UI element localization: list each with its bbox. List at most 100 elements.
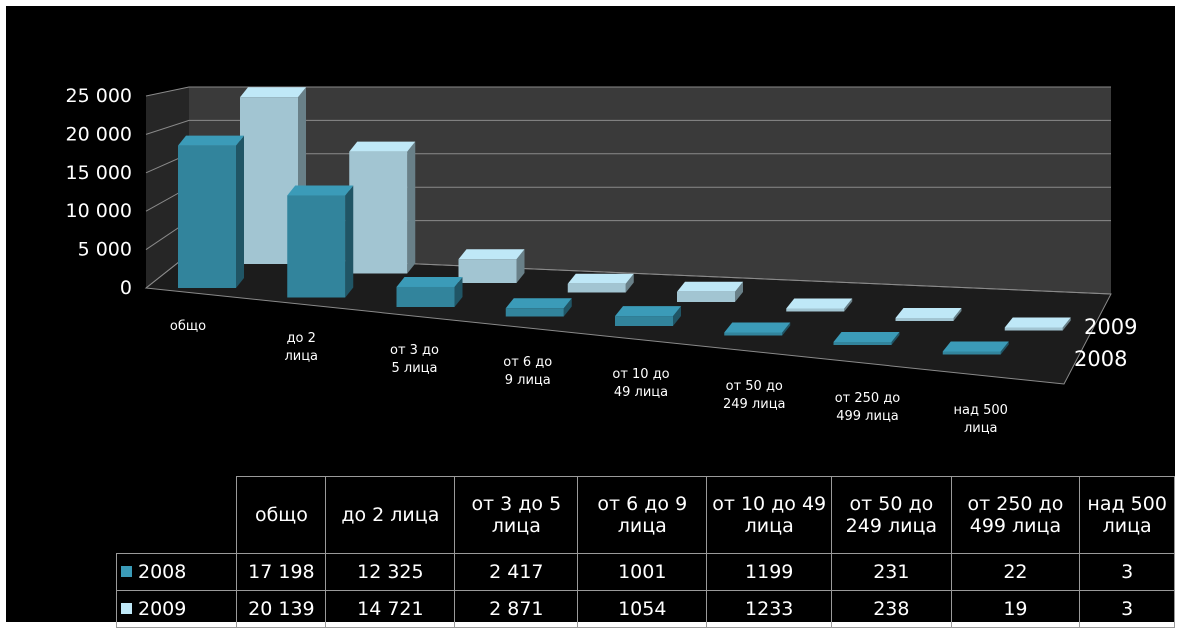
table-header-cell: общо — [236, 476, 327, 554]
bar-top — [895, 308, 962, 318]
bar-side — [454, 276, 463, 307]
bar-2008-7 — [942, 341, 1009, 355]
table-header-cell: от 50 до 249 лица — [831, 476, 952, 554]
bar-side — [891, 332, 900, 345]
bar-side — [1000, 341, 1009, 355]
bar-front — [615, 316, 673, 326]
table-row-2008: 2008 17 198 12 325 2 417 1001 1199 231 2… — [115, 553, 1175, 591]
table-cell: 12 325 — [325, 553, 456, 591]
bar-top — [942, 341, 1009, 352]
bar-front — [833, 342, 892, 345]
table-cell: 1001 — [577, 553, 708, 591]
table-cell: 20 139 — [236, 590, 327, 628]
bar-side — [407, 141, 416, 274]
bar-front — [724, 332, 783, 336]
x-tick-label: от 50 до 249 лица — [723, 379, 786, 412]
bar-front — [505, 308, 564, 317]
bar-2009-1 — [349, 141, 416, 274]
chart-frame: 0 5 000 10 000 15 000 20 000 25 000 общо до 2 ли… — [6, 6, 1175, 628]
bar-front — [287, 195, 346, 298]
table-cell: 231 — [831, 553, 952, 591]
bar-2008-3 — [505, 298, 572, 317]
table-header-cell: от 250 до 499 лица — [950, 476, 1081, 554]
x-tick-label: общо — [170, 319, 206, 334]
bar-top — [677, 281, 743, 292]
table-header-cell: до 2 лица — [325, 476, 456, 554]
bar-top — [240, 87, 306, 98]
table-cell: 238 — [831, 590, 952, 628]
bar-2009-5 — [786, 298, 853, 312]
table-cell: 17 198 — [236, 553, 327, 591]
series-label: 2008 — [138, 561, 187, 583]
legend-swatch-2008 — [121, 566, 132, 577]
bar-top — [458, 249, 525, 260]
bar-front — [178, 145, 236, 288]
table-cell: 14 721 — [325, 590, 456, 628]
y-tick-label: 20 000 — [66, 123, 132, 145]
bar-front — [895, 318, 954, 321]
bar-side — [673, 306, 681, 326]
table-header-cell: над 500 лица — [1079, 476, 1175, 554]
bar-front — [1004, 327, 1063, 331]
bar-top — [786, 298, 853, 309]
depth-label-2008: 2008 — [1074, 347, 1127, 371]
series-label-cell: 2008 — [115, 553, 238, 591]
bar-side — [625, 273, 634, 293]
table-cell: 1054 — [577, 590, 708, 628]
bar-2008-2 — [396, 276, 463, 307]
bar-top — [833, 332, 900, 342]
table-header-row: общо до 2 лица от 3 до 5 лица от 6 до 9 … — [116, 476, 1175, 554]
table-cell: 2 417 — [454, 553, 579, 591]
x-tick-label: от 3 до 5 лица — [390, 343, 439, 376]
bar-2009-6 — [895, 308, 962, 321]
bar-2008-1 — [287, 185, 354, 298]
bar-top — [724, 322, 791, 333]
table-header-cell: от 10 до 49 лица — [706, 476, 833, 554]
bar-front — [786, 308, 845, 312]
bar-front — [458, 259, 517, 283]
table-header-cell: от 6 до 9 лица — [577, 476, 708, 554]
table-cell: 1199 — [706, 553, 833, 591]
y-tick-label: 5 000 — [78, 239, 132, 261]
bar-side — [735, 281, 743, 302]
bar-2008-6 — [833, 332, 900, 345]
bar-top — [178, 135, 244, 146]
bar-2008-5 — [724, 322, 791, 336]
bar-front — [349, 151, 408, 274]
bar-2008-0 — [178, 135, 244, 288]
bar-side — [345, 185, 354, 298]
y-tick-label: 25 000 — [66, 85, 132, 107]
x-tick-label: над 500 лица — [954, 403, 1008, 436]
series-label: 2009 — [138, 598, 187, 620]
bar-top — [615, 306, 681, 317]
bar-2009-3 — [567, 273, 634, 293]
chart-plot: 0 5 000 10 000 15 000 20 000 25 000 общо до 2 ли… — [66, 85, 1138, 436]
table-cell: 3 — [1079, 553, 1175, 591]
gridline — [145, 86, 1111, 97]
bar-side — [516, 249, 525, 283]
bar-front — [567, 283, 626, 293]
bar-front — [677, 291, 735, 302]
bar-side — [953, 308, 962, 321]
data-table: общо до 2 лица от 3 до 5 лица от 6 до 9 … — [115, 476, 1175, 628]
series-label-cell: 2009 — [115, 590, 238, 628]
table-cell: 3 — [1079, 590, 1175, 628]
bar-side — [1062, 317, 1071, 331]
y-tick-label: 0 — [120, 277, 132, 299]
table-cell: 22 — [950, 553, 1081, 591]
x-tick-label: до 2 лица — [284, 331, 318, 364]
legend-swatch-2009 — [121, 603, 132, 614]
bar-top — [1004, 317, 1071, 328]
bar-top — [396, 276, 463, 287]
bar-2009-4 — [677, 281, 743, 302]
bar-side — [844, 298, 853, 312]
table-cell: 1233 — [706, 590, 833, 628]
gridline — [145, 119, 1111, 135]
bar-2009-2 — [458, 249, 525, 283]
bar-side — [563, 298, 572, 317]
table-corner-cell — [116, 476, 238, 554]
bar-top — [567, 273, 634, 284]
bar-front — [396, 286, 455, 307]
y-tick-label: 15 000 — [66, 162, 132, 184]
x-tick-label: от 10 до 49 лица — [612, 367, 669, 400]
